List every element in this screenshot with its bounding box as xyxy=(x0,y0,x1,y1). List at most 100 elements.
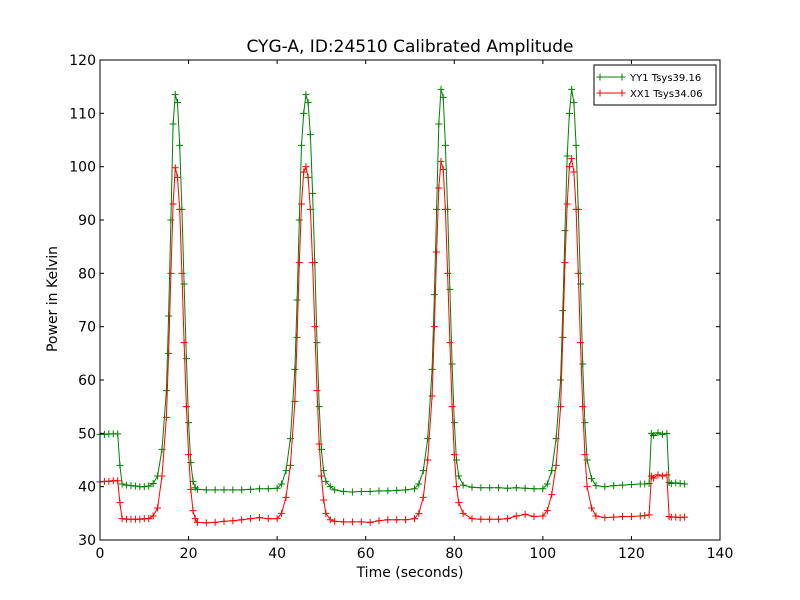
series-line xyxy=(100,89,685,493)
data-point xyxy=(645,511,653,519)
data-point xyxy=(415,480,423,488)
data-point xyxy=(273,484,281,492)
data-point xyxy=(182,355,190,363)
data-point xyxy=(592,482,600,490)
data-point xyxy=(174,99,181,107)
data-point xyxy=(601,483,609,491)
data-point xyxy=(105,477,113,485)
data-point xyxy=(211,486,219,494)
data-point xyxy=(229,486,237,494)
data-point xyxy=(114,477,122,485)
data-point xyxy=(530,485,538,493)
data-point xyxy=(559,333,567,341)
data-point xyxy=(543,480,551,488)
data-point xyxy=(430,291,438,299)
data-point xyxy=(366,518,374,526)
data-point xyxy=(459,509,467,517)
data-point xyxy=(306,131,314,139)
data-point xyxy=(681,513,689,521)
data-point xyxy=(495,515,503,523)
data-point xyxy=(116,461,124,469)
x-tick-label: 60 xyxy=(357,546,375,562)
data-point xyxy=(565,109,573,117)
data-point xyxy=(176,141,184,149)
data-point xyxy=(295,259,303,267)
data-point xyxy=(145,515,153,523)
data-point xyxy=(295,216,303,224)
data-point xyxy=(311,323,319,331)
x-tick-label: 0 xyxy=(96,546,105,562)
data-point xyxy=(375,487,383,495)
data-point xyxy=(255,485,263,493)
legend-marker xyxy=(596,73,626,81)
data-point xyxy=(136,515,144,523)
data-point xyxy=(654,429,662,437)
data-point xyxy=(189,507,197,515)
data-point xyxy=(450,419,458,427)
data-point xyxy=(145,482,153,490)
data-point xyxy=(131,482,139,490)
data-point xyxy=(636,512,644,520)
data-point xyxy=(331,517,339,525)
data-point xyxy=(167,269,175,277)
data-point xyxy=(302,91,310,99)
data-point xyxy=(410,485,418,493)
data-point xyxy=(322,477,330,485)
data-point xyxy=(424,435,432,443)
data-point xyxy=(278,480,286,488)
data-point xyxy=(663,471,671,479)
data-point xyxy=(169,200,177,208)
data-point xyxy=(557,376,565,384)
data-point xyxy=(315,403,323,411)
data-point xyxy=(441,141,449,149)
data-point xyxy=(583,483,591,491)
data-point xyxy=(165,312,173,320)
data-point xyxy=(561,259,569,267)
data-point xyxy=(185,451,193,459)
y-axis-label: Power in Kelvin xyxy=(45,246,61,352)
data-point xyxy=(439,93,447,101)
data-point xyxy=(322,509,330,517)
data-point xyxy=(180,339,188,347)
data-point xyxy=(468,515,476,523)
data-point xyxy=(220,517,228,525)
data-point xyxy=(654,471,662,479)
y-tick-label: 90 xyxy=(78,213,96,229)
data-point xyxy=(453,483,460,491)
data-point xyxy=(375,517,383,525)
data-point xyxy=(658,472,666,480)
data-point xyxy=(293,296,301,304)
data-point xyxy=(273,515,281,523)
data-point xyxy=(565,163,573,171)
data-point xyxy=(229,517,237,525)
chart-title: CYG-A, ID:24510 Calibrated Amplitude xyxy=(246,37,573,57)
data-point xyxy=(348,488,356,496)
data-point xyxy=(563,152,571,160)
data-point xyxy=(176,205,184,213)
data-point xyxy=(291,365,299,373)
data-point xyxy=(579,360,587,368)
data-point xyxy=(202,519,210,527)
data-point xyxy=(264,515,272,523)
data-point xyxy=(158,472,166,480)
data-point xyxy=(140,483,148,491)
legend: YY1 Tsys39.16 XX1 Tsys34.06 xyxy=(593,64,717,106)
x-axis-label: Time (seconds) xyxy=(356,565,464,581)
series-line xyxy=(99,158,685,524)
data-point xyxy=(539,512,547,520)
data-point xyxy=(579,403,587,411)
data-point xyxy=(430,323,438,331)
data-point xyxy=(315,440,323,448)
data-point xyxy=(123,481,131,489)
data-point xyxy=(393,516,401,524)
data-point xyxy=(419,493,427,501)
data-point xyxy=(182,403,190,411)
data-point xyxy=(293,333,301,341)
data-point xyxy=(539,485,547,493)
data-point xyxy=(320,496,328,504)
data-point xyxy=(444,269,452,277)
data-point xyxy=(171,91,179,99)
data-point xyxy=(114,430,122,438)
data-point xyxy=(561,227,569,235)
data-point xyxy=(627,513,635,521)
